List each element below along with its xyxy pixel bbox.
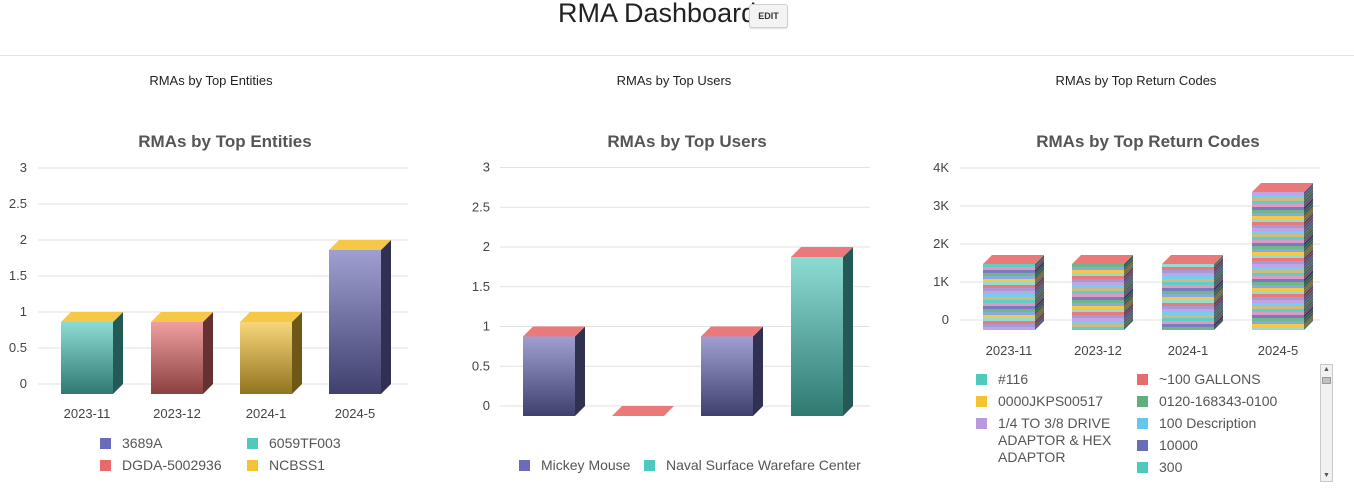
y-tick-label: 1 <box>483 319 490 334</box>
legend-swatch <box>247 438 258 449</box>
legend-swatch <box>976 396 987 407</box>
y-tick-label: 0 <box>942 312 949 327</box>
bar-top <box>612 406 674 416</box>
y-tick-label: 0.5 <box>472 358 490 373</box>
x-tick-label: 2024-5 <box>1258 343 1298 358</box>
legend-label: 3689A <box>122 435 163 451</box>
y-tick-label: 3K <box>933 198 949 213</box>
legend-label: 0000JKPS00517 <box>998 393 1104 409</box>
bar[interactable] <box>151 312 213 394</box>
bar-top <box>240 312 302 322</box>
bar-top <box>151 312 213 322</box>
y-tick-label: 1 <box>20 304 27 319</box>
legend-swatch <box>247 460 258 471</box>
x-tick-label: 2024-5 <box>797 428 837 430</box>
legend-swatch <box>100 460 111 471</box>
legend-label: #116 <box>998 371 1029 387</box>
bar[interactable] <box>61 312 123 394</box>
y-tick-label: 3 <box>20 160 27 175</box>
bar[interactable] <box>701 326 763 417</box>
chart-title: RMAs by Top Entities <box>138 132 311 151</box>
scroll-up-icon[interactable]: ▲ <box>1323 366 1330 373</box>
bar[interactable] <box>791 247 853 416</box>
y-tick-label: 0 <box>20 376 27 391</box>
entities-chart: RMAs by Top Entities 0 0.5 1 1.5 2 2.5 3 2023-11… <box>9 132 408 421</box>
x-tick-label: 2024-5 <box>335 406 375 421</box>
legend-label: DGDA-5002936 <box>122 457 222 473</box>
legend-label: 6059TF003 <box>269 435 341 451</box>
bar-top <box>523 326 585 337</box>
y-tick-label: 1.5 <box>472 279 490 294</box>
legend-swatch <box>100 438 111 449</box>
legend-swatch <box>1137 462 1148 473</box>
stacked-bar[interactable] <box>1162 255 1223 330</box>
x-tick-label: 2024-1 <box>1168 343 1208 358</box>
bar-top <box>983 255 1044 264</box>
legend-label: ~100 GALLONS <box>1159 371 1261 387</box>
bar[interactable] <box>329 240 391 394</box>
y-tick-label: 2 <box>20 232 27 247</box>
bar-top <box>791 247 853 257</box>
bar-top <box>1252 183 1313 192</box>
y-tick-label: 4K <box>933 160 949 175</box>
chart-title: RMAs by Top Users <box>607 132 766 151</box>
legend-label: 100 Description <box>1159 415 1257 431</box>
y-tick-label: 0 <box>483 398 490 413</box>
x-tick-label: 2023-11 <box>526 428 573 430</box>
legend-label: Naval Surface Warefare Center <box>666 457 861 473</box>
page-header: RMA Dashboard EDIT <box>0 0 1354 56</box>
scroll-down-icon[interactable]: ▼ <box>1323 472 1330 479</box>
y-tick-label: 3 <box>483 160 490 175</box>
panel-caption-return-codes: RMAs by Top Return Codes <box>1055 73 1217 88</box>
legend-swatch <box>976 418 987 429</box>
panel-caption-users: RMAs by Top Users <box>616 73 732 88</box>
bar-top <box>1162 255 1223 264</box>
x-tick-label: 2024-1 <box>707 428 747 430</box>
legend-label: 1/4 TO 3/8 DRIVE ADAPTOR & HEX ADAPTOR <box>998 415 1112 465</box>
x-tick-label: 2024-1 <box>246 406 286 421</box>
stacked-bar[interactable] <box>983 255 1044 330</box>
y-tick-label: 2.5 <box>9 196 27 211</box>
y-tick-label: 2K <box>933 236 949 251</box>
y-tick-label: 1.5 <box>9 268 27 283</box>
legend-label: NCBSS1 <box>269 457 326 473</box>
edit-button[interactable]: EDIT <box>749 4 788 28</box>
x-tick-label: 2023-11 <box>64 406 111 421</box>
legend-label: 10000 <box>1159 437 1198 453</box>
bar-top <box>329 240 391 250</box>
legend-scrollbar[interactable]: ▲ ▼ <box>1320 364 1333 482</box>
bar[interactable] <box>523 326 585 417</box>
x-tick-label: 2023-12 <box>1074 343 1122 358</box>
users-chart: RMAs by Top Users 0 0.5 1 1.5 2 2.5 3 2023-11 202… <box>472 132 870 430</box>
legend-swatch <box>976 374 987 385</box>
y-tick-label: 2 <box>483 239 490 254</box>
bar-top <box>701 326 763 337</box>
bar-top <box>1072 255 1133 264</box>
legend-label: 0120-168343-0100 <box>1159 393 1278 409</box>
y-tick-label: 1K <box>933 274 949 289</box>
panel-caption-entities: RMAs by Top Entities <box>149 73 273 88</box>
legend-swatch <box>1137 374 1148 385</box>
x-tick-label: 2023-12 <box>614 428 662 430</box>
return-codes-chart: RMAs by Top Return Codes 0 1K 2K 3K 4K 2023-11… <box>933 132 1320 358</box>
page-title: RMA Dashboard <box>558 0 757 28</box>
legend-swatch <box>1137 418 1148 429</box>
chart-title: RMAs by Top Return Codes <box>1036 132 1260 151</box>
y-tick-label: 0.5 <box>9 340 27 355</box>
scrollbar-thumb[interactable] <box>1322 377 1331 384</box>
legend-swatch <box>519 460 530 471</box>
legend-swatch <box>1137 396 1148 407</box>
stacked-bar[interactable] <box>1252 183 1313 330</box>
x-tick-label: 2023-12 <box>153 406 201 421</box>
legend-swatch <box>1137 440 1148 451</box>
legend-label: Mickey Mouse <box>541 457 631 473</box>
y-tick-label: 2.5 <box>472 199 490 214</box>
legend-label: 300 <box>1159 459 1183 475</box>
bar[interactable] <box>240 312 302 394</box>
x-tick-label: 2023-11 <box>986 343 1033 358</box>
bar-top <box>61 312 123 322</box>
stacked-bar[interactable] <box>1072 255 1133 330</box>
legend-swatch <box>644 460 655 471</box>
